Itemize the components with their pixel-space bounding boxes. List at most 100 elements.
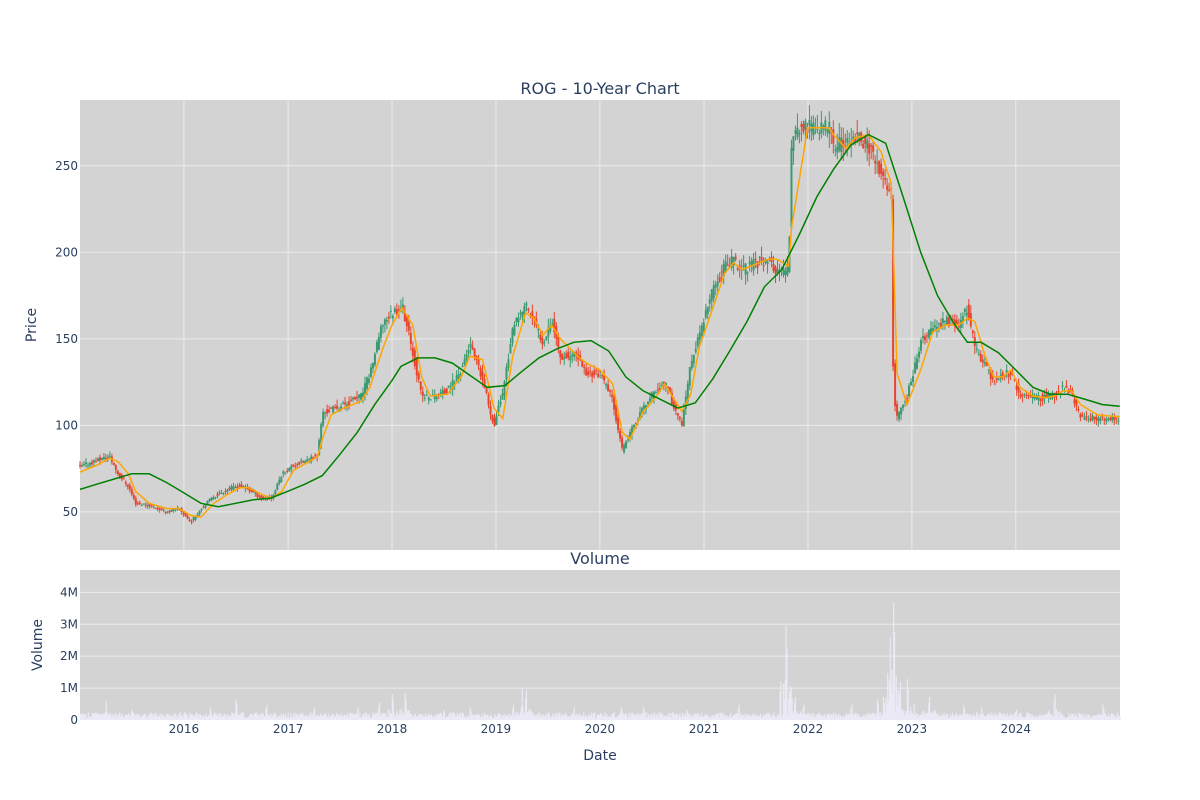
volume-bar [108,714,110,720]
volume-bar [974,716,976,720]
candle-body [543,342,546,344]
volume-bar [1085,715,1087,720]
volume-bar [889,637,891,720]
volume-bar [97,713,100,720]
candle-body [906,398,909,400]
volume-bar [743,714,745,720]
volume-bar [531,712,534,720]
candle-body [232,486,235,490]
candle-body [515,318,518,323]
volume-bar [782,683,785,720]
candle-body [168,510,171,512]
volume-bar [994,712,996,720]
volume-bar [420,713,422,720]
volume-bar [1006,713,1008,720]
volume-bar [96,713,98,720]
volume-bar [646,712,648,720]
volume-bar [115,712,117,720]
volume-bar [1011,715,1014,720]
volume-bar [98,715,100,720]
volume-bar [142,714,144,720]
volume-bar [718,717,721,720]
volume-bar [985,715,987,720]
volume-bar [486,714,488,720]
candle-body [967,304,970,320]
volume-bar [103,713,105,720]
volume-bar [999,712,1001,720]
volume-bar [407,710,410,720]
candle-body [242,485,245,488]
volume-bar [95,712,97,720]
volume-bar [508,716,510,720]
x-tick-label: 2018 [377,722,408,736]
volume-bar [91,716,93,720]
volume-bar [395,717,397,720]
volume-bar [587,715,589,720]
volume-bar [671,712,674,720]
volume-bar [302,712,304,720]
volume-bar [1049,713,1051,720]
volume-bar [1035,716,1037,720]
volume-bar [426,716,428,720]
candle-body [914,362,917,373]
volume-bar [155,716,157,720]
volume-bar [371,717,373,720]
volume-bar [784,680,786,720]
candle-body [925,335,928,337]
volume-bar [173,717,176,720]
candle-body [218,492,221,494]
volume-bar [344,714,346,720]
volume-bar [1051,715,1054,720]
volume-bar [928,697,931,720]
volume-bar [898,689,900,720]
volume-bar [248,716,250,720]
volume-bar [131,709,133,720]
volume-bar [1024,716,1026,720]
volume-bar [618,715,620,720]
volume-bar [401,709,403,720]
volume-bar [290,713,292,720]
volume-bar [442,712,445,720]
volume-bar [1075,716,1077,720]
volume-bar [403,715,405,720]
volume-bar [852,715,855,720]
volume-bar [836,717,838,720]
candle-body [461,365,464,368]
volume-bar [809,716,811,720]
volume-bar [776,717,778,720]
volume-bar [200,715,202,720]
candle-body [324,412,327,414]
volume-bar [975,717,977,720]
volume-bar [103,713,106,720]
volume-bar [595,717,598,720]
volume-bar [617,715,619,720]
volume-bar [537,712,539,720]
volume-bar [334,715,336,720]
candle-body [1005,370,1008,374]
candle-body [1013,379,1016,381]
volume-bar [179,712,182,720]
volume-bar [1023,717,1025,720]
volume-bar [713,717,715,720]
volume-bar [271,713,273,720]
volume-bar [165,713,167,720]
volume-bar [561,716,563,720]
volume-bar [715,713,717,720]
volume-bar [650,714,652,720]
volume-bar [931,712,933,720]
volume-bar [372,712,374,720]
candle-body [1047,393,1050,398]
volume-bar [575,716,577,720]
volume-bar [891,669,893,720]
volume-bar [238,714,241,720]
volume-bar [322,715,324,720]
volume-bar [755,716,757,720]
candle-body [130,489,133,495]
volume-bar [642,707,645,720]
volume-bar [1104,712,1106,720]
volume-bar [166,716,168,720]
volume-bar [688,714,690,720]
candle-body [798,133,801,135]
volume-bar [1105,715,1107,720]
volume-bar [523,714,525,720]
